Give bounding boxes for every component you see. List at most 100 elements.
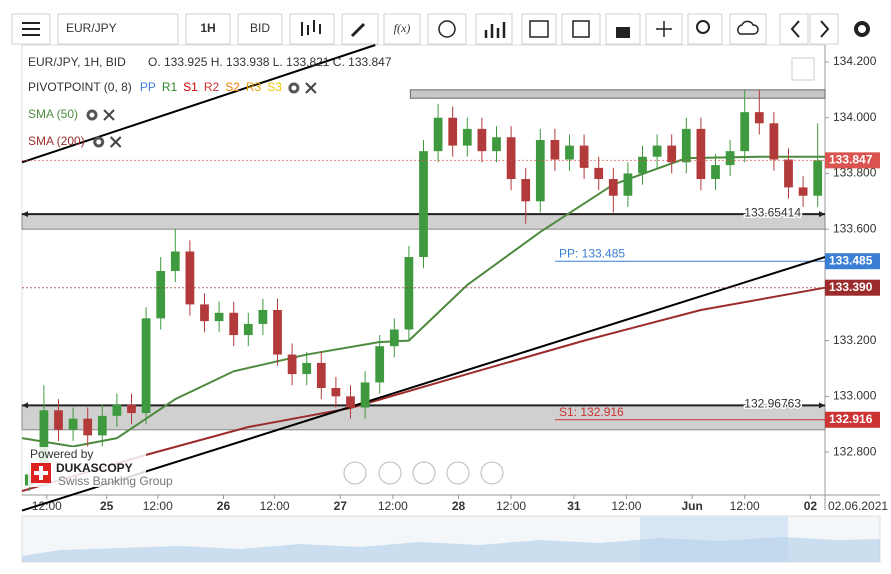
expand-button[interactable]: [791, 57, 815, 81]
calendar-icon: [529, 20, 549, 38]
candle-body: [696, 128, 706, 180]
indicator-remove[interactable]: [109, 136, 122, 148]
candle-body: [39, 410, 49, 475]
volume-button[interactable]: [475, 13, 513, 45]
candle-body: [506, 137, 516, 180]
candle-body: [667, 145, 677, 163]
nav-fit[interactable]: [412, 461, 436, 485]
indicator-name: SMA (200): [28, 134, 85, 148]
zoom-button[interactable]: [687, 13, 723, 45]
x-tick-label: Jun: [681, 499, 702, 513]
x-tick-label: 12:00: [260, 499, 290, 513]
candle-body: [784, 159, 793, 188]
price-tag-label: 133.390: [829, 280, 873, 294]
nav-zoom-out[interactable]: [378, 461, 402, 485]
x-tick-label: 27: [334, 499, 348, 513]
x-tick-label: 31: [567, 499, 581, 513]
indicator-remove[interactable]: [305, 82, 317, 94]
candle-body: [623, 173, 633, 196]
candle-body: [492, 137, 501, 152]
candle-body: [68, 418, 78, 430]
candle-body: [97, 415, 107, 436]
info-button[interactable]: [427, 13, 467, 45]
navigator-area: [22, 537, 880, 562]
indicator-item: S2: [225, 80, 240, 94]
price-tag: [825, 253, 880, 270]
candle-body: [565, 145, 574, 160]
zoom-controls: [343, 461, 504, 485]
indicator-item: R1: [162, 80, 178, 94]
branding: Powered by DUKASCOPY Swiss Banking Group: [28, 447, 173, 488]
y-tick-label: 132.800: [833, 444, 877, 458]
candle-body: [375, 346, 385, 383]
level-label: 132.96763: [744, 397, 801, 411]
symbol-box[interactable]: [57, 13, 179, 45]
candle-body: [316, 362, 326, 389]
y-tick-label: 133.200: [833, 333, 877, 347]
prev-button[interactable]: [779, 13, 809, 45]
candle-body: [360, 382, 370, 408]
candle-body: [521, 179, 531, 202]
indicator-remove[interactable]: [103, 109, 115, 121]
candle-body: [711, 165, 720, 180]
period: 1H: [200, 21, 215, 35]
candle-body: [214, 312, 224, 322]
menu-icon: [22, 22, 40, 36]
report-button[interactable]: [561, 13, 601, 45]
y-tick-label: 133.800: [833, 166, 877, 180]
candle-body: [54, 410, 63, 430]
x-tick-label: 25: [100, 499, 114, 513]
indicator-settings[interactable]: [288, 82, 300, 94]
candle-body: [287, 354, 297, 375]
candle-body: [740, 112, 750, 152]
price-tag: [825, 152, 880, 169]
powered-by: Powered by: [30, 447, 93, 461]
indicator-item: S3: [267, 80, 282, 94]
calendar-button[interactable]: [521, 13, 557, 45]
cloud-button[interactable]: [729, 13, 767, 45]
candle-body: [200, 304, 209, 322]
nav-right[interactable]: [480, 461, 504, 485]
instrument: EUR/JPY, 1H, BID: [28, 55, 126, 69]
candle-body: [185, 251, 195, 305]
candle-body: [579, 145, 589, 168]
indicator-item: S1: [183, 80, 198, 94]
function-button[interactable]: [383, 13, 421, 45]
price-tag-label: 133.847: [829, 153, 873, 167]
period-button[interactable]: [185, 13, 231, 45]
line-series: [21, 44, 376, 164]
nav-left[interactable]: [343, 461, 367, 485]
x-tick-label: 02: [804, 499, 818, 513]
pen-icon: [350, 22, 366, 38]
candle-body: [419, 151, 428, 258]
info-icon: [438, 20, 456, 38]
candle-body: [302, 362, 312, 375]
settings-icon[interactable]: [854, 21, 870, 37]
ohlc: O. 133.925 H. 133.938 L. 133.821 C. 133.…: [148, 55, 392, 69]
nav-zoom-in[interactable]: [446, 461, 470, 485]
x-tick-label: 12:00: [730, 499, 760, 513]
candle-body: [638, 156, 647, 174]
candle-body: [346, 396, 355, 408]
candle-body: [331, 388, 341, 397]
indicator-settings[interactable]: [93, 136, 105, 148]
chart-type-button[interactable]: [289, 13, 335, 45]
candle-body: [83, 418, 93, 436]
candle-body: [156, 270, 166, 319]
top-band: [409, 89, 826, 99]
candle-body: [754, 112, 764, 124]
candle-icon: [301, 20, 321, 36]
side-button[interactable]: [237, 13, 283, 45]
next-button[interactable]: [809, 13, 839, 45]
cross-icon: [656, 21, 672, 37]
candle-body: [813, 160, 823, 196]
candle-body: [170, 251, 180, 271]
candle-body: [594, 167, 604, 180]
candle-body: [462, 128, 472, 146]
indicator-settings[interactable]: [86, 109, 98, 121]
price-tag: [825, 411, 880, 428]
candle-body: [433, 117, 443, 152]
candle-body: [112, 404, 122, 416]
candle-body: [798, 187, 808, 196]
